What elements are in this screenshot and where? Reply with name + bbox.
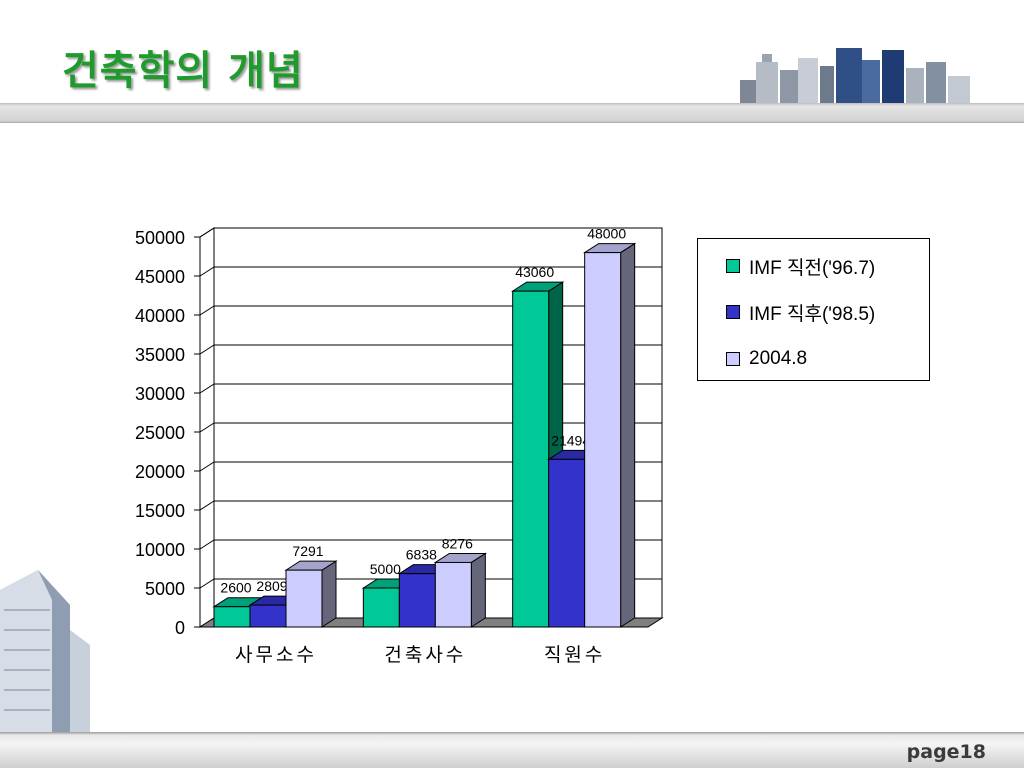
gridline-depth — [199, 227, 215, 238]
x-tick-label: 사무소수 — [235, 644, 317, 666]
legend-swatch — [726, 305, 740, 319]
x-tick-label: 건축사수 — [384, 644, 466, 666]
bar — [548, 458, 586, 628]
gridline-depth — [199, 422, 215, 433]
data-label: 43060 — [515, 264, 554, 280]
legend-swatch — [726, 352, 740, 366]
gridline-depth — [199, 578, 215, 589]
data-label: 2809 — [256, 578, 287, 594]
data-label: 2600 — [220, 580, 251, 596]
chart-legend: IMF 직전('96.7) IMF 직후('98.5) 2004.8 — [697, 238, 930, 381]
legend-label: IMF 직전('96.7) — [749, 257, 876, 279]
legend-item: 2004.8 — [726, 347, 807, 371]
legend-label: 2004.8 — [749, 348, 808, 369]
bar-side — [620, 242, 636, 628]
y-tick-label: 45000 — [135, 267, 185, 287]
header-bar — [0, 103, 1024, 123]
x-tick-label: 직원수 — [544, 644, 605, 666]
y-tick-label: 0 — [175, 618, 185, 638]
data-label: 48000 — [587, 226, 626, 242]
data-label: 6838 — [406, 547, 437, 563]
bar — [285, 569, 323, 628]
office-tower-image — [0, 570, 90, 735]
y-tick-label: 20000 — [135, 462, 185, 482]
bar — [398, 573, 436, 628]
bar — [584, 252, 622, 628]
bar-side — [321, 560, 337, 628]
gridline-depth — [199, 539, 215, 550]
page-number: page18 — [906, 741, 986, 763]
y-tick-label: 25000 — [135, 423, 185, 443]
y-tick-label: 50000 — [135, 228, 185, 248]
gridline-depth — [199, 344, 215, 355]
bar — [434, 561, 472, 628]
data-label: 5000 — [370, 561, 401, 577]
y-tick-label: 15000 — [135, 501, 185, 521]
y-tick-label: 5000 — [145, 579, 185, 599]
data-label: 21494 — [551, 432, 590, 448]
gridline-depth — [199, 500, 215, 511]
bar — [512, 290, 550, 628]
legend-item: IMF 직전('96.7) — [726, 254, 876, 279]
gridline-depth — [199, 383, 215, 394]
data-label: 8276 — [442, 535, 473, 551]
footer-bar — [0, 732, 1024, 768]
bar-side — [470, 552, 486, 628]
y-tick-label: 40000 — [135, 306, 185, 326]
y-tick-label: 35000 — [135, 345, 185, 365]
gridline-depth — [199, 461, 215, 472]
bar — [362, 587, 400, 628]
y-tick-label: 30000 — [135, 384, 185, 404]
legend-swatch — [726, 259, 740, 273]
legend-label: IMF 직후('98.5) — [749, 303, 876, 325]
slide-title: 건축학의 개념 — [62, 48, 304, 94]
bar — [249, 604, 287, 628]
gridline-depth — [199, 266, 215, 277]
city-skyline-image — [740, 48, 970, 106]
legend-item: IMF 직후('98.5) — [726, 300, 876, 325]
y-tick-label: 10000 — [135, 540, 185, 560]
data-label: 7291 — [292, 543, 323, 559]
gridline-depth — [199, 305, 215, 316]
bar — [213, 606, 251, 628]
